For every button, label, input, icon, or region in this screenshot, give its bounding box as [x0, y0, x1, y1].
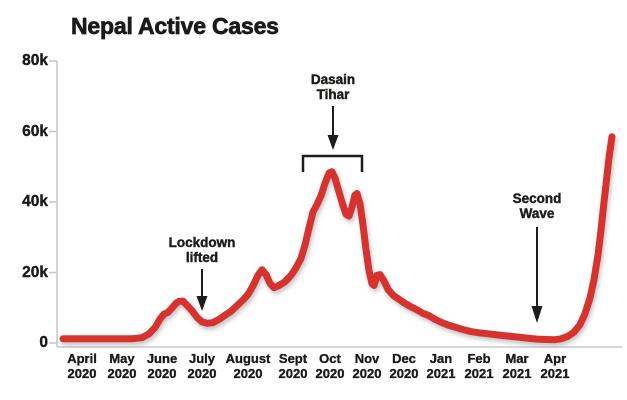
x-axis-label: Oct 2020: [295, 351, 365, 381]
x-axis-label: Sept 2020: [258, 351, 328, 381]
annotation-dasain-tihar: Dasain Tihar: [263, 72, 403, 102]
annotation-line: Second: [512, 191, 562, 206]
x-axis-label: June 2020: [127, 351, 197, 381]
annotation-line: Tihar: [316, 86, 350, 102]
x-axis-label-month: Dec: [392, 351, 416, 366]
x-axis-label-month: Apr: [543, 351, 567, 366]
y-axis-label: 80k: [22, 52, 48, 69]
annotation-arrowhead-dasain-tihar: [327, 135, 339, 150]
x-axis-label-year: 2020: [278, 365, 308, 381]
y-axis-label: 40k: [22, 193, 48, 210]
annotation-lockdown-lifted: Lockdown lifted: [132, 235, 272, 265]
x-axis-label: Nov 2020: [332, 351, 402, 381]
x-axis-label: Mar 2021: [482, 351, 552, 381]
x-axis-label-month: May: [109, 351, 135, 366]
x-axis-label-year: 2021: [540, 365, 570, 381]
x-axis-label-year: 2020: [147, 365, 177, 381]
annotation-second-wave: Second Wave: [467, 191, 607, 221]
x-axis-label: April 2020: [47, 351, 117, 381]
annotation-line: Dasain: [310, 72, 356, 87]
x-axis-label: Jan 2021: [406, 351, 476, 381]
y-axis-label: 20k: [22, 263, 48, 281]
x-axis-label-year: 2020: [233, 365, 263, 381]
x-axis-label-year: 2020: [352, 365, 382, 381]
annotation-line: Lockdown: [168, 235, 236, 250]
x-axis-label-month: June: [146, 351, 178, 366]
peak-range-bracket: [301, 154, 364, 172]
x-axis-label-year: 2020: [67, 365, 97, 381]
x-axis-label-year: 2021: [502, 365, 532, 381]
annotation-line: lifted: [185, 249, 219, 265]
x-axis-label-year: 2020: [107, 365, 137, 381]
annotation-arrowhead-lockdown-lifted: [196, 296, 208, 311]
x-axis-label-year: 2020: [315, 365, 345, 381]
x-axis-label-year: 2021: [426, 365, 456, 381]
x-axis-label: Dec 2020: [369, 351, 439, 381]
x-axis-label-month: August: [225, 351, 271, 366]
x-axis-label-month: July: [188, 351, 215, 366]
x-axis-label-month: Jan: [429, 351, 453, 366]
annotation-line: Wave: [519, 205, 555, 221]
chart-title: Nepal Active Cases: [71, 13, 280, 40]
x-axis-label: August 2020: [213, 351, 283, 381]
x-axis-label: May 2020: [87, 351, 157, 381]
x-axis-label: July 2020: [167, 351, 237, 381]
x-axis-label: Feb 2021: [444, 351, 514, 381]
x-axis-label: Apr 2021: [520, 351, 590, 381]
y-axis-label: 60k: [22, 122, 48, 140]
x-axis-label-month: Feb: [467, 351, 491, 366]
x-axis-label-month: Mar: [505, 351, 529, 366]
x-axis-label-month: April: [67, 351, 97, 366]
x-axis-label-year: 2020: [187, 365, 217, 381]
x-axis-label-month: Sept: [278, 351, 308, 366]
y-axis-label: 0: [39, 334, 48, 351]
annotation-arrowhead-second-wave: [531, 306, 543, 323]
x-axis-label-year: 2021: [464, 365, 494, 381]
x-axis-label-month: Oct: [319, 351, 341, 366]
active-cases-line: [59, 133, 616, 344]
x-axis-label-month: Nov: [354, 351, 380, 366]
x-axis-label-year: 2020: [389, 365, 419, 381]
